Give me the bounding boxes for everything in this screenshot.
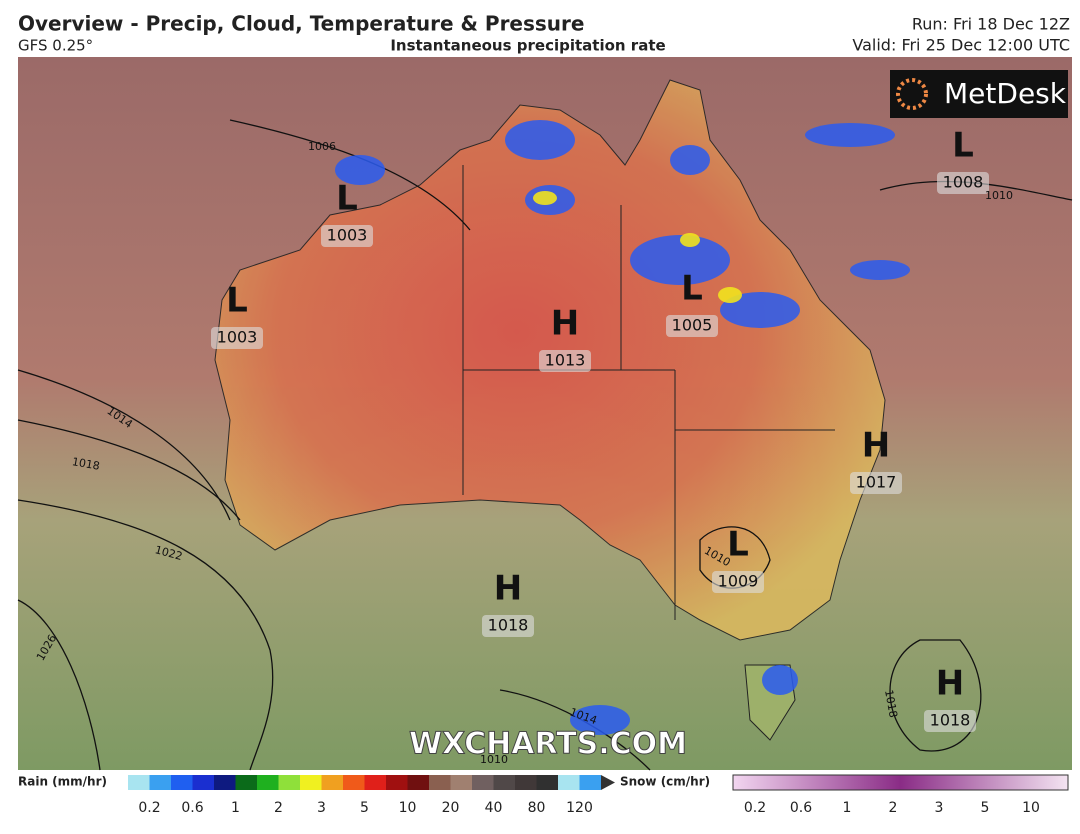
title: Overview - Precip, Cloud, Temperature & … [18,12,584,36]
isobar-label: 1018 [71,455,101,473]
pressure-value: 1005 [672,316,713,335]
snow-label: 1 [843,800,852,816]
pressure-value: 1009 [718,572,759,591]
rain-color [171,775,193,790]
pressure-letter: L [681,269,703,309]
logo-icon [896,78,928,110]
rain-color [192,775,214,790]
run-time: Run: Fri 18 Dec 12Z [912,15,1070,34]
rain-label: 20 [442,800,460,816]
map: L 1003 L 1003 H 1013 L 1005 L 1008 H 1017 L 1009 H 1018… [17,57,1073,771]
pressure-value: 1017 [856,473,897,492]
isobar-label: 1006 [308,140,336,153]
subtitle: Instantaneous precipitation rate [390,37,665,55]
snow-label: 2 [889,800,898,816]
rain-label: 120 [566,800,593,816]
rain-color [257,775,279,790]
rain-label: 0.6 [181,800,203,816]
rain-color [214,775,236,790]
pressure-value: 1013 [545,351,586,370]
pressure-letter: L [727,525,749,565]
model: GFS 0.25° [18,37,93,55]
rain-color [450,775,472,790]
precip-blobs [335,120,910,735]
rain-label: 3 [317,800,326,816]
rain-label: 10 [399,800,417,816]
pressure-letter: H [862,426,890,466]
rain-color [429,775,451,790]
rain-color [343,775,365,790]
rain-color [235,775,257,790]
pressure-systems: L 1003 L 1003 H 1013 L 1005 L 1008 H 1017 L 1009 H 1018… [211,126,989,732]
pressure-letter: L [226,281,248,321]
rain-color [579,775,601,790]
pressure-value: 1008 [943,173,984,192]
rain-label: 0.2 [138,800,160,816]
snow-colorbar [732,774,1069,791]
valid-time: Valid: Fri 25 Dec 12:00 UTC [852,36,1070,55]
snow-label: 3 [935,800,944,816]
rain-color [278,775,300,790]
isobar-label: 1018 [882,689,900,719]
rain-color [536,775,558,790]
watermark: WXCHARTS.COM [409,727,687,762]
snow-label: 0.2 [744,800,766,816]
pressure-value: 1018 [488,616,529,635]
rain-color [515,775,537,790]
pressure-label-box [321,225,373,247]
pressure-label-box [937,172,989,194]
pressure-letter: L [952,126,974,166]
pressure-letter: H [494,569,522,609]
pressure-value: 1003 [217,328,258,347]
pressure-label-box [666,315,718,337]
snow-label: 10 [1022,800,1040,816]
isobar-label: 1010 [480,753,508,766]
pressure-label-box [211,327,263,349]
rain-color [149,775,171,790]
rain-color [472,775,494,790]
pressure-label-box [850,472,902,494]
pressure-letter: H [551,304,579,344]
rain-color [321,775,343,790]
rain-arrow [601,775,615,790]
rain-color [386,775,408,790]
isobar-label: 1010 [985,189,1013,202]
pressure-label-box [482,615,534,637]
pressure-label-box [712,571,764,593]
rain-color [364,775,386,790]
snow-label: 5 [981,800,990,816]
pressure-value: 1003 [327,226,368,245]
pressure-label-box [924,710,976,732]
pressure-letter: H [936,664,964,704]
rain-label: 5 [360,800,369,816]
heavy-precip [533,191,742,303]
rain-color [558,775,580,790]
logo-box [890,70,1068,118]
pressure-letter: L [336,179,358,219]
rain-color [300,775,322,790]
rain-label: 80 [528,800,546,816]
rain-legend-title: Rain (mm/hr) [18,775,107,789]
rain-legend: 0.2 0.6 1 2 3 5 10 20 40 80 120 [128,775,615,816]
rain-label: 2 [274,800,283,816]
snow-legend-title: Snow (cm/hr) [620,775,710,789]
rain-label: 40 [485,800,503,816]
snow-legend: 0.2 0.6 1 2 3 5 10 [732,774,1069,816]
pressure-label-box [539,350,591,372]
rain-color [128,775,150,790]
rain-color [407,775,429,790]
pressure-value: 1018 [930,711,971,730]
rain-label: 1 [231,800,240,816]
rain-color [493,775,515,790]
logo: MetDesk [944,77,1067,110]
snow-label: 0.6 [790,800,812,816]
